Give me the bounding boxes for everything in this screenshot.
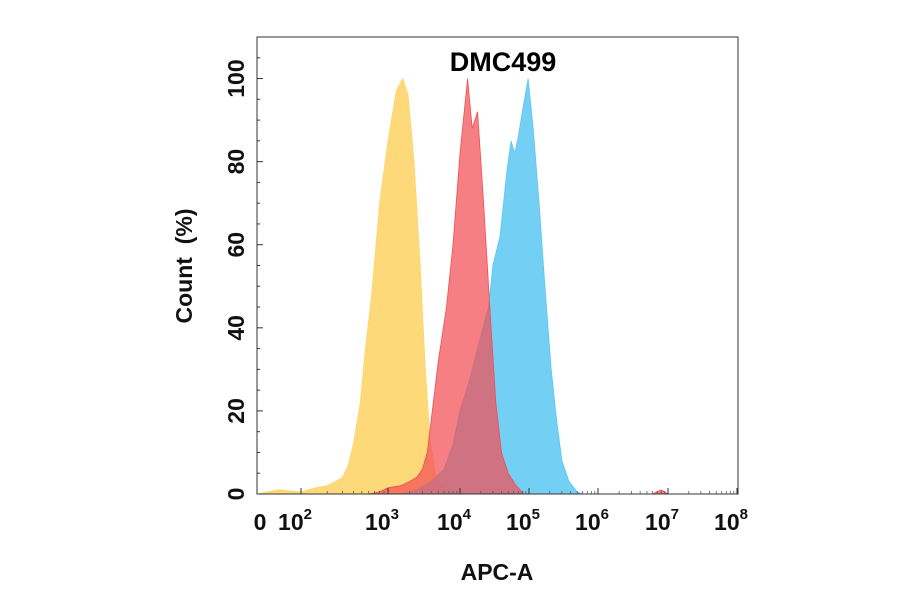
y-axis-title: Count (%): [171, 209, 197, 324]
y-tick-label: 40: [223, 315, 249, 341]
x-tick-base: 10: [437, 509, 463, 535]
x-tick-base: 10: [645, 509, 671, 535]
x-tick-label: 103: [365, 506, 399, 535]
x-tick-label: 102: [278, 506, 312, 535]
x-tick-base: 10: [365, 509, 391, 535]
x-tick-base: 10: [714, 509, 740, 535]
x-tick-label: 107: [645, 506, 679, 535]
x-tick-exponent: 5: [532, 506, 540, 523]
histogram-series-0: [256, 77, 457, 495]
x-tick-label: 105: [506, 506, 540, 535]
x-tick-label: 0: [254, 509, 267, 535]
x-tick-exponent: 8: [740, 506, 748, 523]
x-axis-title: APC-A: [461, 559, 534, 585]
y-tick-label: 60: [223, 232, 249, 258]
x-tick-exponent: 4: [463, 506, 472, 523]
y-tick-label: 0: [223, 488, 249, 501]
x-tick-base: 0: [254, 509, 267, 535]
x-tick-label: 104: [437, 506, 472, 535]
x-tick-base: 10: [575, 509, 601, 535]
series-layer: [256, 77, 670, 495]
x-tick-exponent: 7: [671, 506, 679, 523]
x-tick-exponent: 2: [304, 506, 312, 523]
x-tick-base: 10: [278, 509, 304, 535]
x-tick-base: 10: [506, 509, 532, 535]
x-tick-exponent: 3: [391, 506, 399, 523]
chart-title: DMC499: [450, 47, 557, 77]
y-tick-label: 100: [223, 59, 249, 97]
y-tick-label: 20: [223, 398, 249, 424]
x-tick-label: 108: [714, 506, 748, 535]
histogram-series-2: [368, 78, 670, 495]
x-tick-exponent: 6: [601, 506, 609, 523]
y-tick-label: 80: [223, 149, 249, 175]
x-tick-label: 106: [575, 506, 609, 535]
